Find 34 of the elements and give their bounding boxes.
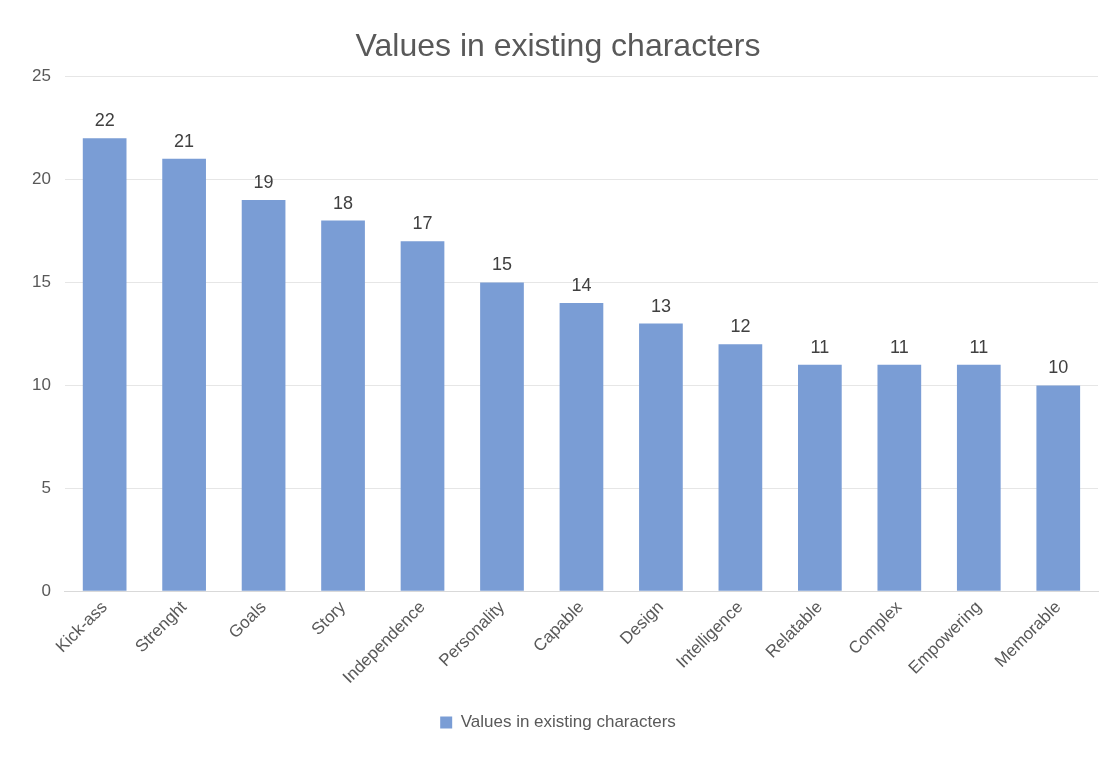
data-label: 15 bbox=[491, 254, 512, 275]
data-label: 12 bbox=[730, 316, 751, 337]
data-label: 17 bbox=[412, 213, 433, 234]
y-tick-label: 10 bbox=[31, 375, 51, 395]
data-label: 13 bbox=[650, 295, 671, 316]
y-tick-label: 20 bbox=[31, 169, 51, 189]
bar bbox=[241, 199, 286, 591]
legend-label: Values in existing characters bbox=[460, 712, 676, 732]
data-label: 11 bbox=[969, 336, 989, 357]
bar bbox=[956, 364, 1001, 591]
data-label: 22 bbox=[94, 110, 115, 131]
bar bbox=[400, 241, 445, 591]
y-tick-label: 15 bbox=[31, 272, 51, 292]
bar bbox=[798, 364, 842, 591]
bar bbox=[718, 344, 763, 591]
y-tick-label: 5 bbox=[41, 478, 51, 498]
bar bbox=[1036, 385, 1081, 591]
data-label: 11 bbox=[810, 336, 830, 357]
y-tick-label: 25 bbox=[31, 66, 51, 86]
bar bbox=[82, 138, 127, 591]
bar bbox=[480, 282, 524, 591]
data-label: 21 bbox=[174, 130, 195, 151]
data-label: 18 bbox=[333, 192, 354, 213]
bar bbox=[877, 364, 922, 591]
y-tick-label: 0 bbox=[41, 581, 51, 601]
data-label: 10 bbox=[1048, 357, 1069, 378]
bar bbox=[639, 323, 683, 591]
data-label: 19 bbox=[253, 171, 274, 192]
bar bbox=[162, 158, 206, 591]
data-label: 14 bbox=[571, 274, 592, 295]
chart-title: Values in existing characters bbox=[355, 27, 761, 64]
bar bbox=[559, 302, 604, 591]
bar bbox=[321, 220, 365, 591]
data-label: 11 bbox=[889, 336, 909, 357]
